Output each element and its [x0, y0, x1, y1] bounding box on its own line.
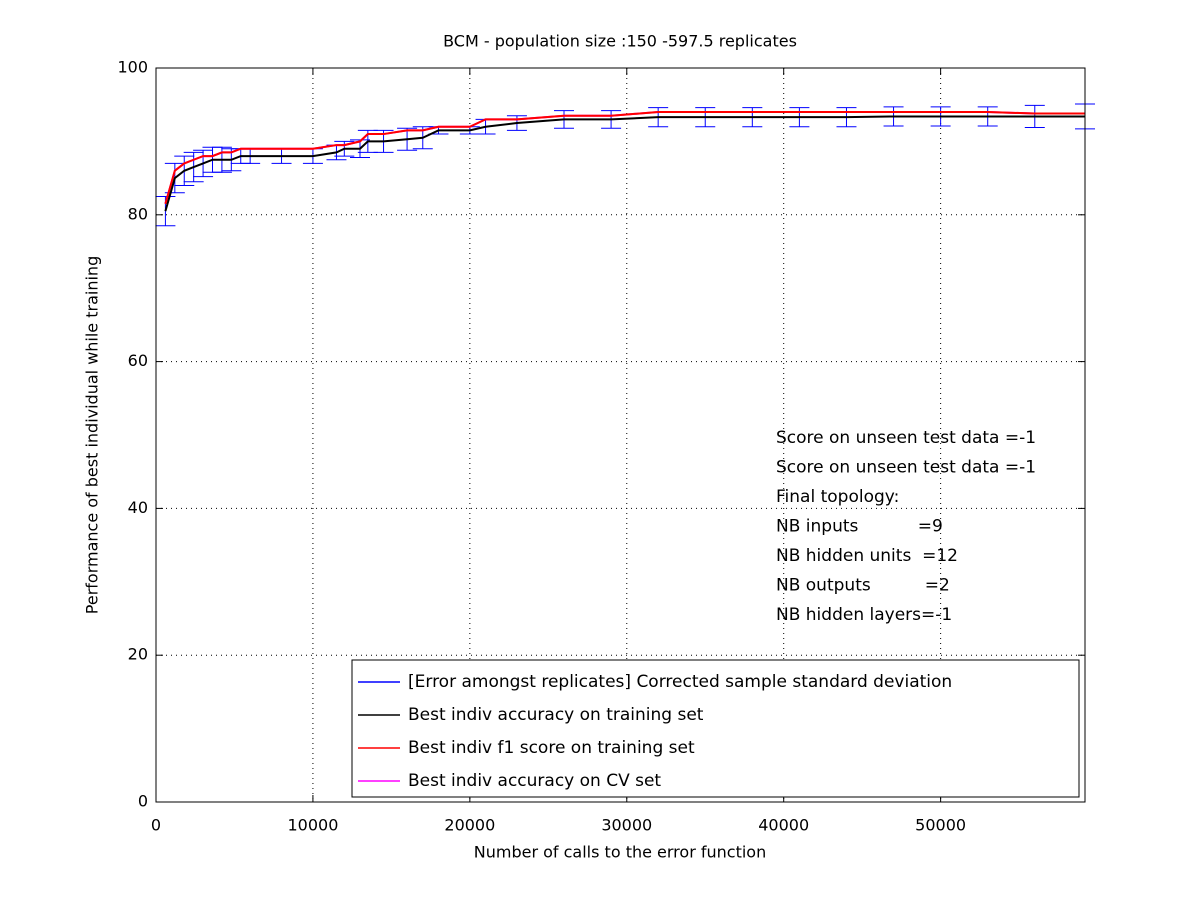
y-tick-label: 100 — [117, 58, 148, 77]
x-axis-label: Number of calls to the error function — [474, 843, 766, 862]
annotation: NB hidden layers=-1 — [776, 605, 952, 625]
chart-title: BCM - population size :150 -597.5 replic… — [443, 32, 797, 51]
y-axis-label: Performance of best individual while tra… — [83, 256, 102, 614]
x-tick-label: 50000 — [915, 816, 966, 835]
y-tick-label: 20 — [128, 645, 148, 664]
plot-frame — [155, 67, 1086, 803]
y-tick-label: 60 — [128, 351, 148, 370]
annotation: Score on unseen test data =-1 — [776, 458, 1036, 478]
legend-label: Best indiv accuracy on training set — [408, 705, 704, 725]
annotation: NB outputs =2 — [776, 576, 950, 596]
data-line — [164, 111, 1085, 205]
x-tick-label: 0 — [151, 816, 161, 835]
y-tick-label: 40 — [128, 498, 148, 517]
x-tick-label: 10000 — [287, 816, 338, 835]
y-tick-label: 80 — [128, 204, 148, 223]
legend-label: Best indiv f1 score on training set — [408, 738, 695, 758]
annotation: NB hidden units =12 — [776, 546, 958, 566]
x-tick-label: 20000 — [444, 816, 495, 835]
legend-box — [351, 659, 1080, 798]
y-tick-label: 0 — [138, 792, 148, 811]
annotation: Final topology: — [776, 487, 899, 507]
legend-label: Best indiv accuracy on CV set — [408, 771, 661, 791]
x-tick-label: 40000 — [758, 816, 809, 835]
data-line — [164, 115, 1085, 212]
legend: [Error amongst replicates] Corrected sam… — [351, 659, 1080, 798]
annotation: NB inputs =9 — [776, 517, 943, 537]
legend-label: [Error amongst replicates] Corrected sam… — [408, 672, 952, 692]
annotation: Score on unseen test data =-1 — [776, 428, 1036, 448]
x-tick-label: 30000 — [601, 816, 652, 835]
